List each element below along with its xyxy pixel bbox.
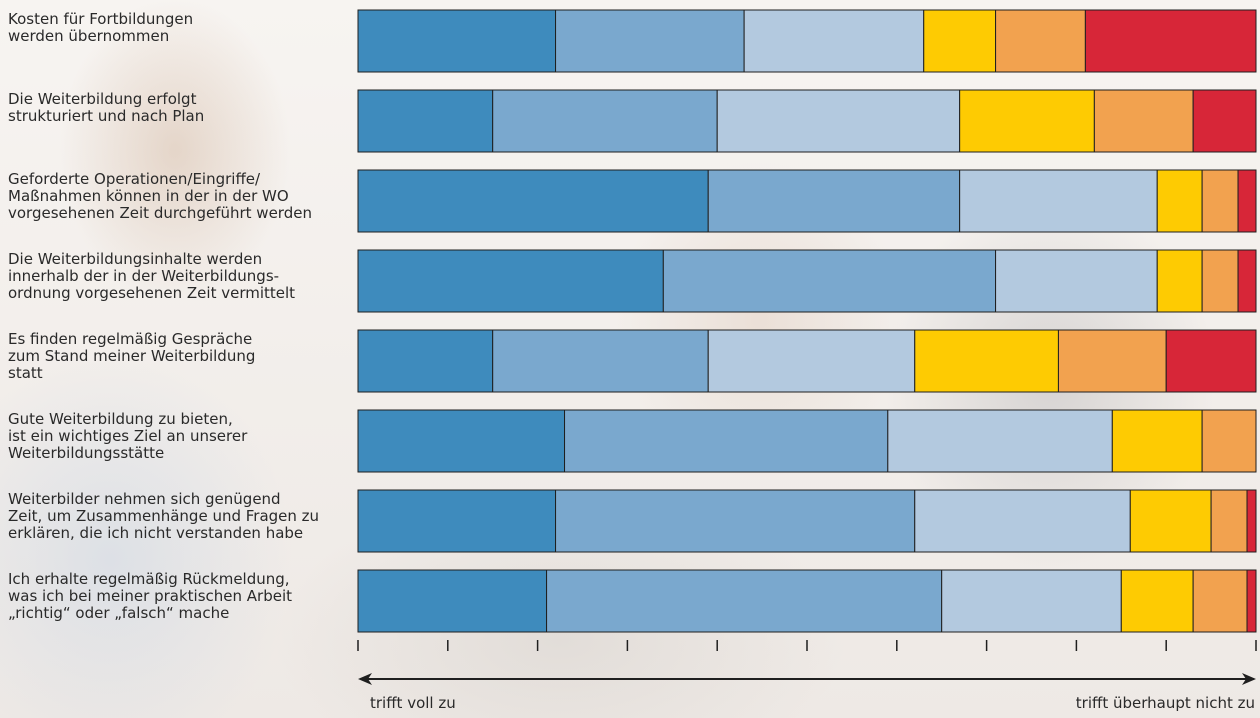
bar-segment: [546, 569, 943, 633]
bar-segment: [357, 249, 664, 313]
category-label: Kosten für Fortbildungen werden übernomm…: [8, 10, 194, 45]
bar-segment: [357, 169, 709, 233]
bar-segment: [555, 489, 916, 553]
bar-segment: [357, 489, 557, 553]
bar-segment: [662, 249, 997, 313]
bar-segment: [959, 89, 1095, 153]
bar-segment: [492, 329, 709, 393]
bar-segment: [1192, 569, 1248, 633]
bar-segment: [555, 9, 745, 73]
category-label: Die Weiterbildungsinhalte werden innerha…: [8, 250, 296, 302]
bars-group: [357, 9, 1257, 633]
bar-segment: [923, 9, 997, 73]
bar-segment: [716, 89, 961, 153]
bar-segment: [914, 329, 1059, 393]
bar-segment: [941, 569, 1122, 633]
bar-segment: [357, 569, 548, 633]
bar-segment: [707, 169, 961, 233]
bar-segment: [995, 9, 1086, 73]
scale-axis: [357, 640, 1257, 685]
arrow-left-icon: [358, 673, 372, 685]
category-label: Es finden regelmäßig Gespräche zum Stand…: [8, 330, 256, 382]
bar-segment: [1246, 569, 1257, 633]
bar-segment: [887, 409, 1113, 473]
category-label: Geforderte Operationen/Eingriffe/ Maßnah…: [8, 170, 312, 222]
bar-segment: [1129, 489, 1212, 553]
bar-segment: [1237, 249, 1257, 313]
bar-segment: [357, 409, 566, 473]
bar-segment: [1192, 89, 1257, 153]
bar-segment: [1156, 169, 1203, 233]
category-label: Weiterbilder nehmen sich genügend Zeit, …: [8, 490, 320, 542]
category-labels: Kosten für Fortbildungen werden übernomm…: [0, 0, 360, 718]
bar-segment: [357, 9, 557, 73]
category-label: Gute Weiterbildung zu bieten, ist ein wi…: [8, 410, 248, 462]
bar-segment: [1246, 489, 1257, 553]
bar-segment: [357, 329, 494, 393]
bar-segment: [1237, 169, 1257, 233]
bar-segment: [1093, 89, 1194, 153]
bar-segment: [564, 409, 889, 473]
bar-segment: [1120, 569, 1194, 633]
axis-start-label: trifft voll zu: [370, 694, 456, 712]
axis-end-label: trifft überhaupt nicht zu: [1075, 694, 1255, 712]
arrow-right-icon: [1242, 673, 1256, 685]
category-label: Die Weiterbildung erfolgt strukturiert u…: [8, 90, 205, 125]
bar-segment: [995, 249, 1158, 313]
bar-segment: [1057, 329, 1167, 393]
bar-segment: [1084, 9, 1257, 73]
bar-segment: [1201, 409, 1257, 473]
category-label: Ich erhalte regelmäßig Rückmeldung, was …: [8, 570, 293, 622]
bar-segment: [1111, 409, 1203, 473]
bar-segment: [1156, 249, 1203, 313]
bar-segment: [959, 169, 1158, 233]
bar-segment: [914, 489, 1131, 553]
bar-segment: [1201, 169, 1239, 233]
bar-segment: [1210, 489, 1248, 553]
bar-segment: [1165, 329, 1257, 393]
bar-segment: [357, 89, 494, 153]
bar-segment: [1201, 249, 1239, 313]
bar-segment: [743, 9, 925, 73]
bar-segment: [707, 329, 916, 393]
bar-segment: [492, 89, 718, 153]
